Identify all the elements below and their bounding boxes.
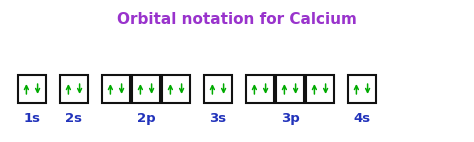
Bar — [132, 75, 160, 103]
Text: 2p: 2p — [137, 112, 155, 125]
Bar — [276, 75, 304, 103]
Text: Orbital notation for Calcium: Orbital notation for Calcium — [117, 12, 357, 27]
Text: 2s: 2s — [65, 112, 82, 125]
Bar — [246, 75, 274, 103]
Bar — [162, 75, 190, 103]
Bar — [204, 75, 232, 103]
Bar — [306, 75, 334, 103]
Bar — [102, 75, 130, 103]
Text: 4s: 4s — [354, 112, 371, 125]
Bar — [18, 75, 46, 103]
Text: 3s: 3s — [210, 112, 227, 125]
Text: 1s: 1s — [24, 112, 40, 125]
Bar — [60, 75, 88, 103]
Text: 3p: 3p — [281, 112, 300, 125]
Bar — [348, 75, 376, 103]
